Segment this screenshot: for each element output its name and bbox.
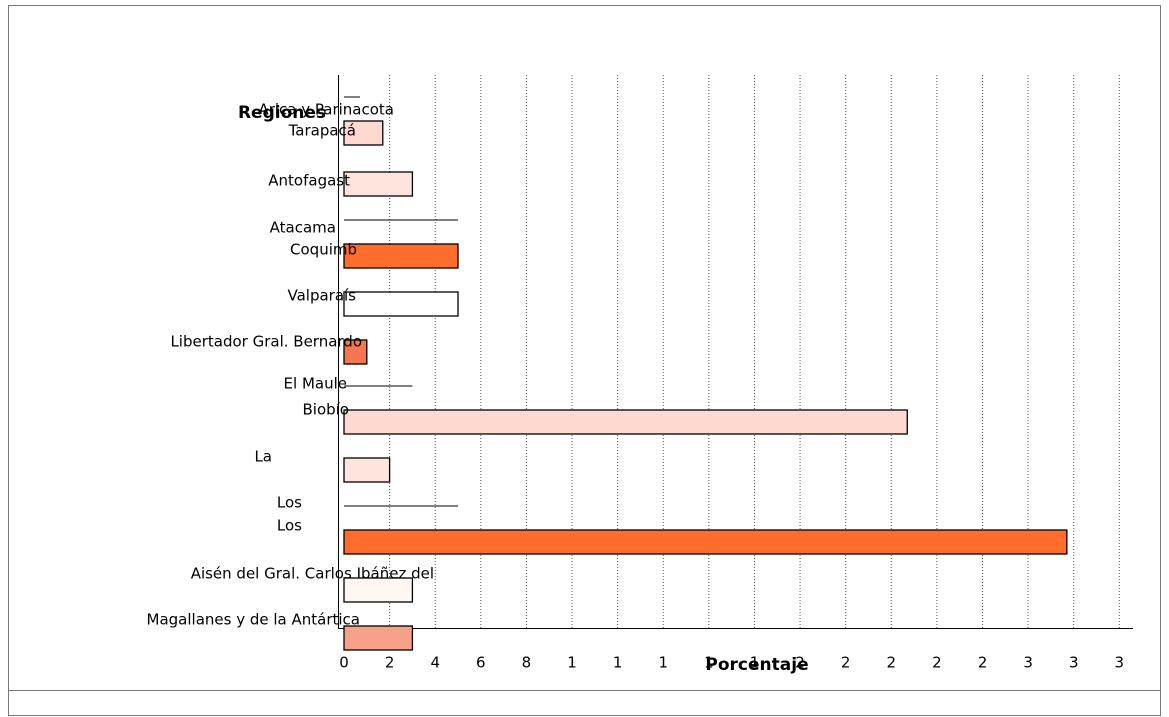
x-tick-label: 8 — [522, 654, 532, 672]
x-tick-label: 2 — [932, 654, 942, 672]
y-tick-label: Tarapacá — [288, 122, 356, 140]
bar — [343, 529, 1068, 555]
y-tick-label: Valparaís — [287, 287, 356, 305]
x-tick-label: 2 — [385, 654, 395, 672]
x-tick-label: 2 — [841, 654, 851, 672]
x-axis-title: Porcentaje — [705, 655, 808, 675]
plot-area: 0 2 4 6 8 1 1 1 1 1 2 2 2 2 2 3 3 3 Arica y Parinacota Tara… — [147, 75, 1133, 672]
y-tick-label: Arica y Parinacota — [258, 101, 394, 119]
y-tick-label: Coquimb — [290, 241, 357, 259]
bar — [343, 243, 459, 269]
bar — [343, 171, 414, 197]
x-tick-label: 1 — [750, 654, 760, 672]
x-tick-label: 1 — [613, 654, 623, 672]
x-tick-label: 3 — [1023, 654, 1033, 672]
y-tick-label: El Maule — [284, 375, 347, 393]
bar — [343, 339, 368, 365]
y-tick-label: Atacama — [270, 219, 336, 237]
bar — [343, 120, 384, 146]
x-tick-label: 6 — [476, 654, 486, 672]
y-tick-label: La — [254, 448, 272, 466]
y-tick-label: Los — [277, 494, 302, 512]
bar — [343, 409, 908, 435]
bar — [343, 291, 459, 317]
x-tick-label: 1 — [658, 654, 668, 672]
y-tick-label: Antofagast — [268, 172, 350, 190]
x-tick-label: 0 — [339, 654, 349, 672]
frame — [8, 5, 1161, 716]
y-tick-label: Los — [277, 517, 302, 535]
x-tick-label: 2 — [887, 654, 897, 672]
y-tick-label: Magallanes y de la Antártica — [147, 611, 360, 629]
bar — [343, 577, 414, 603]
y-tick-label: Aisén del Gral. Carlos Ibáñez del — [191, 565, 434, 583]
bar — [343, 625, 414, 651]
x-tick-label: 2 — [795, 654, 805, 672]
y-tick-label: Biobío — [302, 401, 349, 419]
bar — [343, 457, 391, 483]
x-tick-label: 3 — [1069, 654, 1079, 672]
y-tick-label: Libertador Gral. Bernardo — [170, 333, 362, 351]
y-axis-title: Regiones — [238, 103, 326, 123]
x-tick-label: 1 — [567, 654, 577, 672]
x-tick-label: 1 — [704, 654, 714, 672]
x-tick-label: 3 — [1115, 654, 1125, 672]
x-tick-label: 4 — [430, 654, 440, 672]
x-tick-label: 2 — [978, 654, 988, 672]
